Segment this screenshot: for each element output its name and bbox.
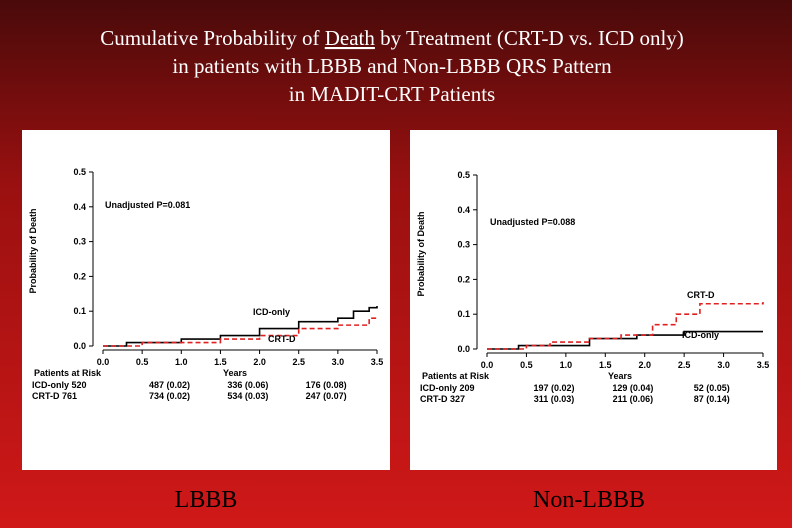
y-tick-label: 0.3 [73,237,86,247]
risk-header: Patients at Risk [422,371,490,381]
title-part: Death [325,26,376,50]
risk-cell: 176 (0.08) [306,380,347,390]
title-part: by Treatment (CRT-D vs. ICD only) [375,26,684,50]
risk-cell: 311 (0.03) [534,394,575,404]
series-label: CRT-D [687,290,715,300]
x-tick-label: 0.5 [520,360,533,370]
risk-cell: 734 (0.02) [149,391,190,401]
panel [410,130,777,470]
y-tick-label: 0.0 [457,344,470,354]
slide-title-line: in MADIT-CRT Patients [289,82,495,106]
y-tick-label: 0.3 [457,240,470,250]
risk-cell: 247 (0.07) [306,391,347,401]
panel-caption: LBBB [175,487,238,513]
panel-caption: Non-LBBB [533,487,645,513]
x-tick-label: 3.5 [371,357,384,367]
y-tick-label: 0.1 [73,306,86,316]
annotation: Unadjusted P=0.088 [490,217,575,227]
y-tick-label: 0.1 [457,309,470,319]
y-tick-label: 0.5 [73,167,86,177]
risk-cell: 211 (0.06) [613,394,654,404]
slide-title-line: Cumulative Probability of Death by Treat… [100,26,684,50]
slide-title-line: in patients with LBBB and Non-LBBB QRS P… [172,54,612,78]
x-tick-label: 1.5 [214,357,227,367]
y-tick-label: 0.4 [73,202,86,212]
series-label: ICD-only [253,307,290,317]
x-tick-label: 3.0 [332,357,345,367]
survival-curve [487,302,764,350]
risk-header: Patients at Risk [34,368,102,378]
risk-row-label: CRT-D 327 [420,394,465,404]
annotation: Unadjusted P=0.081 [105,200,190,210]
x-tick-label: 2.0 [253,357,266,367]
survival-curve [103,316,378,347]
title-part: Cumulative Probability of [100,26,325,50]
x-tick-label: 2.5 [678,360,691,370]
x-tick-label: 2.5 [292,357,305,367]
x-axis-label: Years [223,368,247,378]
y-axis-label: Probability of Death [28,208,38,293]
x-tick-label: 0.0 [97,357,110,367]
x-axis-label: Years [608,371,632,381]
y-tick-label: 0.2 [73,271,86,281]
y-tick-label: 0.0 [73,341,86,351]
panel [22,130,390,470]
risk-cell: 129 (0.04) [612,383,653,393]
y-tick-label: 0.5 [457,170,470,180]
y-tick-label: 0.4 [457,205,470,215]
x-tick-label: 0.5 [136,357,149,367]
risk-cell: 52 (0.05) [694,383,730,393]
x-tick-label: 2.0 [638,360,651,370]
x-tick-label: 1.0 [175,357,188,367]
risk-row-label: CRT-D 761 [32,391,77,401]
risk-cell: 487 (0.02) [149,380,190,390]
x-tick-label: 3.5 [757,360,770,370]
y-axis-label: Probability of Death [416,211,426,296]
series-label: CRT-D [268,334,296,344]
x-tick-label: 0.0 [481,360,494,370]
risk-row-label: ICD-only 209 [420,383,475,393]
risk-cell: 336 (0.06) [227,380,268,390]
x-tick-label: 1.0 [560,360,573,370]
risk-cell: 534 (0.03) [227,391,268,401]
risk-cell: 197 (0.02) [534,383,575,393]
risk-row-label: ICD-only 520 [32,380,87,390]
risk-cell: 87 (0.14) [694,394,730,404]
y-tick-label: 0.2 [457,274,470,284]
x-tick-label: 1.5 [599,360,612,370]
series-label: ICD-only [682,330,719,340]
x-tick-label: 3.0 [717,360,730,370]
